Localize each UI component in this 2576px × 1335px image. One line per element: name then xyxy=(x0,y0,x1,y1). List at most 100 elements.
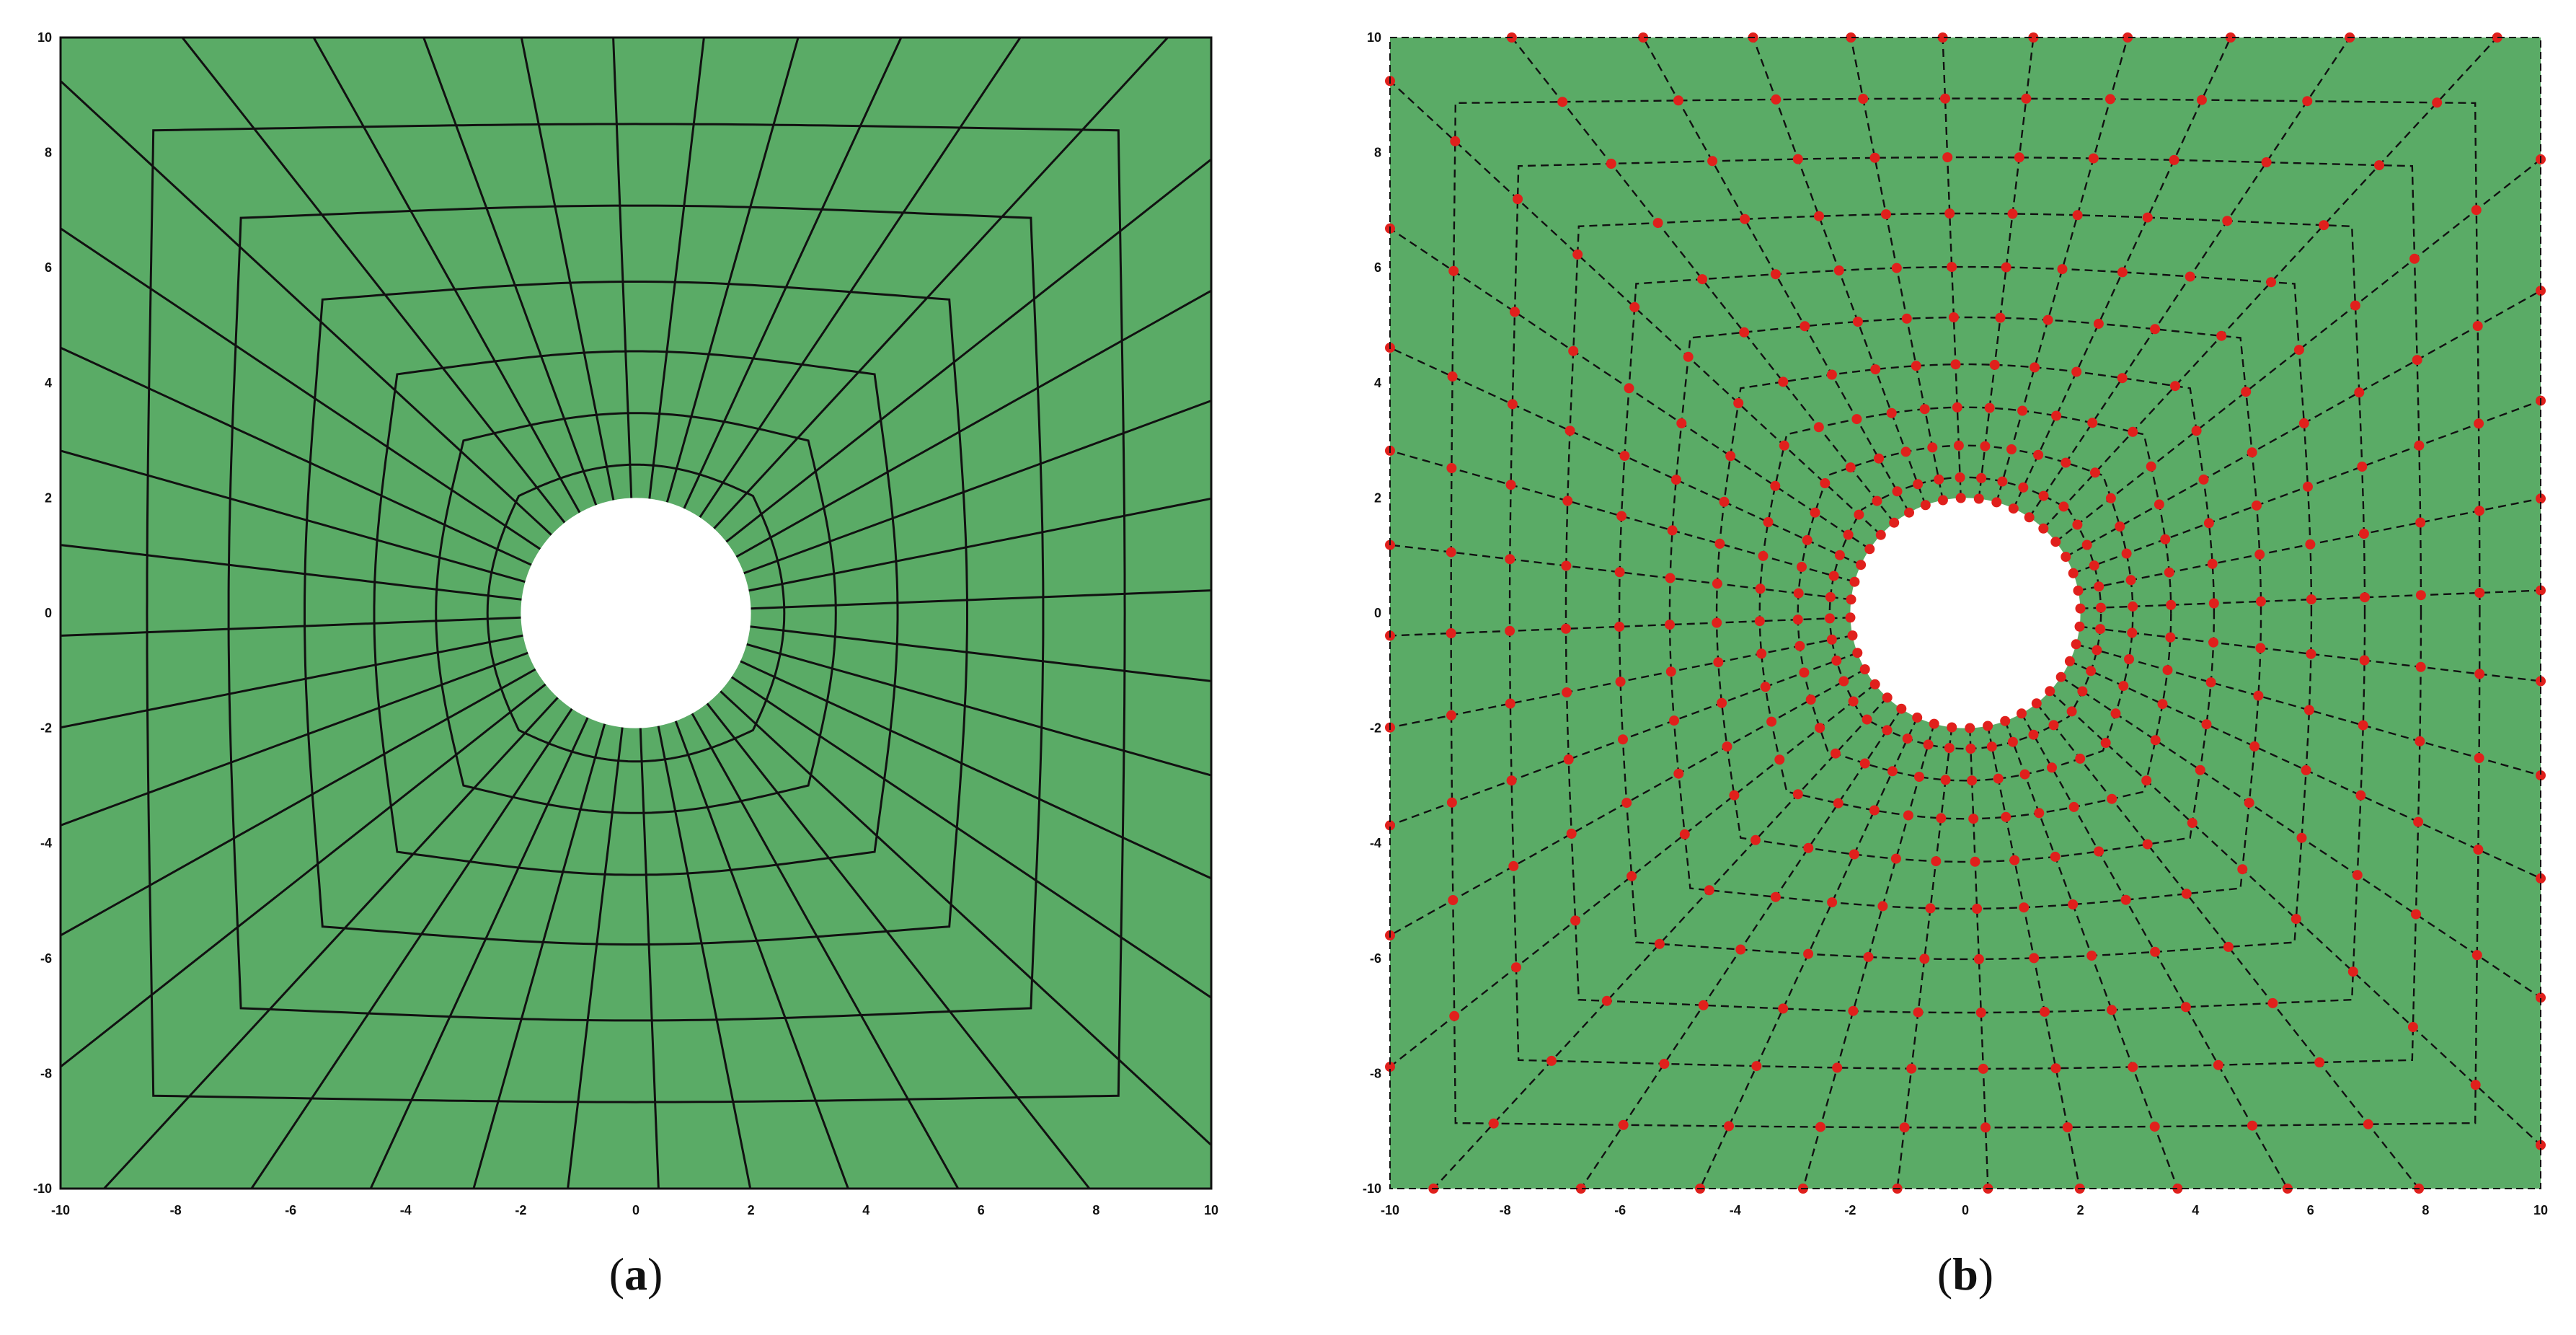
mesh-node xyxy=(2125,575,2136,586)
mesh-node xyxy=(1973,953,1984,964)
mesh-node xyxy=(1965,744,1976,754)
mesh-node xyxy=(2195,765,2205,775)
mesh-node xyxy=(1506,775,1517,786)
mesh-node xyxy=(2073,585,2084,596)
mesh-node xyxy=(2110,708,2121,719)
y-tick-label: 8 xyxy=(1374,146,1381,160)
mesh-node xyxy=(1739,327,1750,338)
mesh-node xyxy=(2096,602,2106,613)
mesh-node xyxy=(1704,885,1714,896)
mesh-node xyxy=(1510,307,1520,317)
mesh-radial-line xyxy=(699,37,1022,519)
mesh-node xyxy=(2038,490,2049,501)
mesh-node xyxy=(1869,152,1880,163)
mesh-node xyxy=(2415,517,2426,528)
mesh-radial-line xyxy=(730,676,1212,999)
x-tick-label: -4 xyxy=(1730,1203,1741,1217)
mesh-node xyxy=(2087,418,2098,428)
mesh-node xyxy=(1626,871,1637,881)
mesh-node xyxy=(1385,1062,1395,1072)
mesh-radial-line xyxy=(60,346,532,566)
mesh-node xyxy=(1446,797,1457,808)
mesh-node xyxy=(1848,696,1859,707)
mesh-node xyxy=(1911,361,1921,371)
mesh-node xyxy=(1774,754,1785,765)
mesh-node xyxy=(1740,213,1750,224)
mesh-radial-line xyxy=(751,589,1212,610)
mesh-node xyxy=(1852,317,1863,327)
mesh-node xyxy=(1799,667,1810,678)
panel-a-axis-ticks: -10 -8 -6 -4 -2 0 2 4 6 8 10 10 8 6 4 2 0 -2 -4 -6 -8 -10 xyxy=(33,30,1218,1217)
panel-b-frame xyxy=(1389,37,2541,1189)
mesh-node xyxy=(2536,585,2546,596)
x-tick-label: 6 xyxy=(2307,1203,2314,1217)
x-tick-label: 10 xyxy=(2533,1203,2548,1217)
mesh-node xyxy=(1447,371,1458,382)
mesh-radial-line xyxy=(2069,660,2541,879)
mesh-radial-line xyxy=(648,37,705,499)
mesh-node xyxy=(1505,625,1515,636)
mesh-node xyxy=(1778,1003,1789,1014)
x-tick-label: -8 xyxy=(170,1203,182,1217)
mesh-node xyxy=(1980,441,1991,451)
mesh-node xyxy=(2181,889,2192,899)
mesh-node xyxy=(2536,493,2546,504)
mesh-node xyxy=(1906,1063,1917,1074)
mesh-node xyxy=(1947,262,1957,273)
mesh-node xyxy=(1862,714,1872,725)
mesh-node xyxy=(1955,472,1965,483)
mesh-node xyxy=(1793,588,1804,599)
y-tick-label: 4 xyxy=(45,376,52,390)
mesh-radial-line xyxy=(639,728,660,1189)
mesh-node xyxy=(1446,547,1456,558)
mesh-node xyxy=(1778,376,1789,387)
mesh-node xyxy=(1624,383,1634,394)
mesh-node xyxy=(1563,754,1574,765)
mesh-node xyxy=(1980,1122,1991,1133)
mesh-node xyxy=(1756,648,1767,659)
y-tick-label: -6 xyxy=(1370,951,1381,966)
y-tick-label: -10 xyxy=(1363,1181,1381,1196)
panel-a-mesh-lines xyxy=(59,36,1213,1190)
mesh-node xyxy=(1606,159,1616,169)
mesh-node xyxy=(1805,695,1816,705)
mesh-node xyxy=(1714,538,1725,549)
mesh-node xyxy=(1919,953,1930,964)
mesh-node xyxy=(2072,210,2083,221)
mesh-ring-line xyxy=(373,350,899,876)
mesh-node xyxy=(1887,766,1898,777)
mesh-node xyxy=(1901,313,1912,324)
mesh-node xyxy=(1722,741,1732,752)
mesh-node xyxy=(1950,359,1961,370)
mesh-node xyxy=(2150,324,2161,335)
mesh-node xyxy=(2077,686,2088,697)
mesh-node xyxy=(1446,463,1457,473)
mesh-node xyxy=(2536,992,2546,1003)
mesh-node xyxy=(2050,851,2061,862)
mesh-node xyxy=(2095,624,2106,635)
mesh-node xyxy=(2000,715,2011,726)
mesh-node xyxy=(2293,345,2304,356)
mesh-node xyxy=(2191,426,2202,436)
mesh-node xyxy=(2068,801,2079,812)
mesh-node xyxy=(1833,798,1844,809)
mesh-node xyxy=(1826,369,1837,380)
mesh-radial-line xyxy=(735,289,1212,558)
mesh-node xyxy=(1832,1062,1843,1073)
mesh-node xyxy=(2105,493,2116,503)
mesh-radial-line xyxy=(250,708,573,1189)
mesh-node xyxy=(1616,511,1627,521)
mesh-node xyxy=(1845,612,1856,623)
mesh-node xyxy=(1900,446,1911,457)
mesh-node xyxy=(1770,891,1781,902)
mesh-node xyxy=(1937,495,1948,506)
mesh-node xyxy=(1864,544,1875,555)
x-tick-label: 2 xyxy=(2077,1203,2084,1217)
mesh-node xyxy=(1891,263,1902,273)
mesh-node xyxy=(2363,1119,2373,1129)
mesh-node xyxy=(1505,554,1515,565)
mesh-node xyxy=(1717,697,1727,708)
mesh-node xyxy=(2068,568,2079,578)
mesh-node xyxy=(1937,32,1948,43)
mesh-node xyxy=(1665,666,1676,677)
